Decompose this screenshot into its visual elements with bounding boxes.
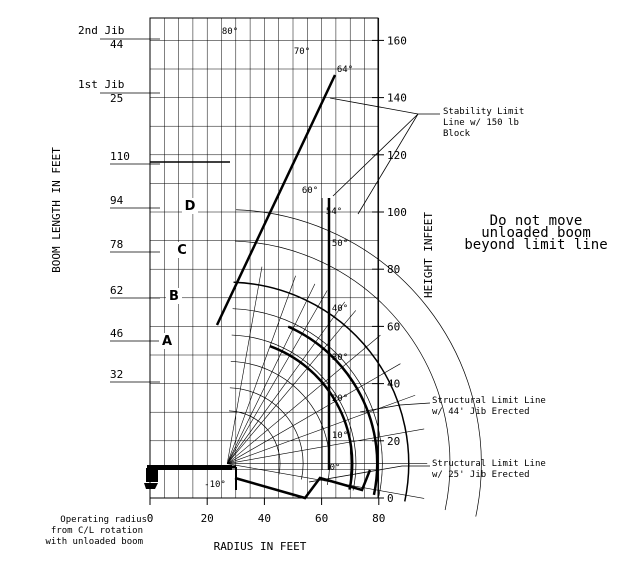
zone-bg xyxy=(182,198,198,214)
x-tick-label: 0 xyxy=(147,512,154,525)
stability-leader-3 xyxy=(332,113,419,197)
boom-angle-label: 50° xyxy=(332,239,348,249)
boom-length-label: 46 xyxy=(110,327,123,340)
y-tick-label-right: 0 xyxy=(387,492,394,505)
structural-25-leader xyxy=(308,465,430,483)
structural-25-text-2: w/ 25' Jib Erected xyxy=(432,470,530,480)
boom-length-label: 94 xyxy=(110,194,124,207)
boom-length-arc xyxy=(233,281,410,502)
boom-angle-label: 70° xyxy=(294,47,310,57)
x-tick-label: 20 xyxy=(201,512,214,525)
bottom-limit xyxy=(234,469,372,500)
stability-leader-1 xyxy=(329,97,440,115)
boom-angle-label: 64° xyxy=(337,65,353,75)
boom-length-arc xyxy=(229,387,304,480)
boom-angle-label: 40° xyxy=(332,304,348,314)
boom-angle-line xyxy=(227,363,401,464)
boom-lines xyxy=(226,266,428,499)
boom-angle-line xyxy=(227,428,425,464)
structural-44-leader xyxy=(359,402,431,413)
jib-label: 1st Jib xyxy=(78,78,124,91)
boom-angle-line xyxy=(227,334,381,464)
boom-angle-label: 0° xyxy=(330,463,341,473)
boom-angle-line xyxy=(227,394,416,464)
boom-length-arc xyxy=(236,209,482,517)
structural-44-text: Structural Limit Line xyxy=(432,396,546,406)
boom-angle-label: 80° xyxy=(222,27,238,37)
boom-length-arc xyxy=(229,410,281,475)
y-tick-label-right: 80 xyxy=(387,263,400,276)
boom-angle-line xyxy=(227,463,425,499)
boom-angle-label: 60° xyxy=(302,186,318,196)
zone-bg xyxy=(174,242,190,258)
stability-limit-text: Stability Limit xyxy=(443,107,524,117)
zone-label-c: C xyxy=(177,243,187,258)
y-tick-label-right: 100 xyxy=(387,206,407,219)
limit-lines xyxy=(150,74,379,500)
stability-leader-2 xyxy=(357,113,419,215)
y-axis-title-left: BOOM LENGTH IN FEET xyxy=(50,147,63,273)
limit-arc-outer xyxy=(287,325,379,496)
boom-angle-label: 20° xyxy=(332,394,348,404)
warning-text: Do not move xyxy=(490,213,583,229)
structural-44-text-2: w/ 44' Jib Erected xyxy=(432,407,530,417)
machine-icon xyxy=(144,465,232,489)
operating-radius-text: Operating radius xyxy=(60,515,147,525)
boom-length-label: 78 xyxy=(110,238,123,251)
y-tick-label-right: 120 xyxy=(387,149,407,162)
boom-length-label: 32 xyxy=(110,368,123,381)
structural-25-text: Structural Limit Line xyxy=(432,459,546,469)
boom-angle-line xyxy=(226,301,346,464)
boom-angle-line xyxy=(226,266,263,464)
boom-length-label: 110 xyxy=(110,150,130,163)
stability-limit-text-3: Block xyxy=(443,129,471,139)
boom-angle-label: 30° xyxy=(332,353,348,363)
x-axis-title: RADIUS IN FEET xyxy=(214,540,307,553)
jib-length-label: 25 xyxy=(110,92,123,105)
y-tick-label-right: 60 xyxy=(387,320,400,333)
x-tick-label: 80 xyxy=(372,512,385,525)
operating-radius-text: from C/L rotation xyxy=(51,526,143,536)
zone-label-a: A xyxy=(162,334,172,349)
y-tick-label-right: 160 xyxy=(387,34,407,47)
operating-radius-text: with unloaded boom xyxy=(45,537,143,547)
jib-label: 2nd Jib xyxy=(78,24,124,37)
zone-bg xyxy=(166,288,182,304)
y-tick-label-right: 20 xyxy=(387,435,400,448)
zone-label-b: B xyxy=(169,289,179,304)
stability-limit-line xyxy=(215,74,337,326)
warning-text: unloaded boom xyxy=(481,225,591,241)
boom-length-arc xyxy=(234,240,451,511)
boom-angle-label: 54° xyxy=(326,207,342,217)
y-tick-label-right: 40 xyxy=(387,378,400,391)
boom-angle-line xyxy=(226,310,357,464)
zone-label-d: D xyxy=(185,199,196,214)
x-tick-label: 40 xyxy=(258,512,271,525)
y-axis-title-right: HEIGHT INFEET xyxy=(422,212,435,298)
boom-angle-line xyxy=(226,275,296,464)
jib-length-label: 44 xyxy=(110,38,124,51)
zone-bg xyxy=(159,333,175,349)
x-tick-label: 60 xyxy=(315,512,328,525)
boom-angle-label: -10° xyxy=(204,480,226,490)
boom-angle-line xyxy=(226,290,328,464)
boom-length-label: 62 xyxy=(110,284,123,297)
warning-text: beyond limit line xyxy=(464,237,607,253)
boom-angle-label: 10° xyxy=(332,431,348,441)
boom-length-arc xyxy=(232,308,383,496)
boom-angle-line xyxy=(226,283,316,464)
stability-limit-text-2: Line w/ 150 lb xyxy=(443,118,519,128)
y-tick-label-right: 140 xyxy=(387,92,407,105)
limit-arc-inner xyxy=(269,345,354,490)
